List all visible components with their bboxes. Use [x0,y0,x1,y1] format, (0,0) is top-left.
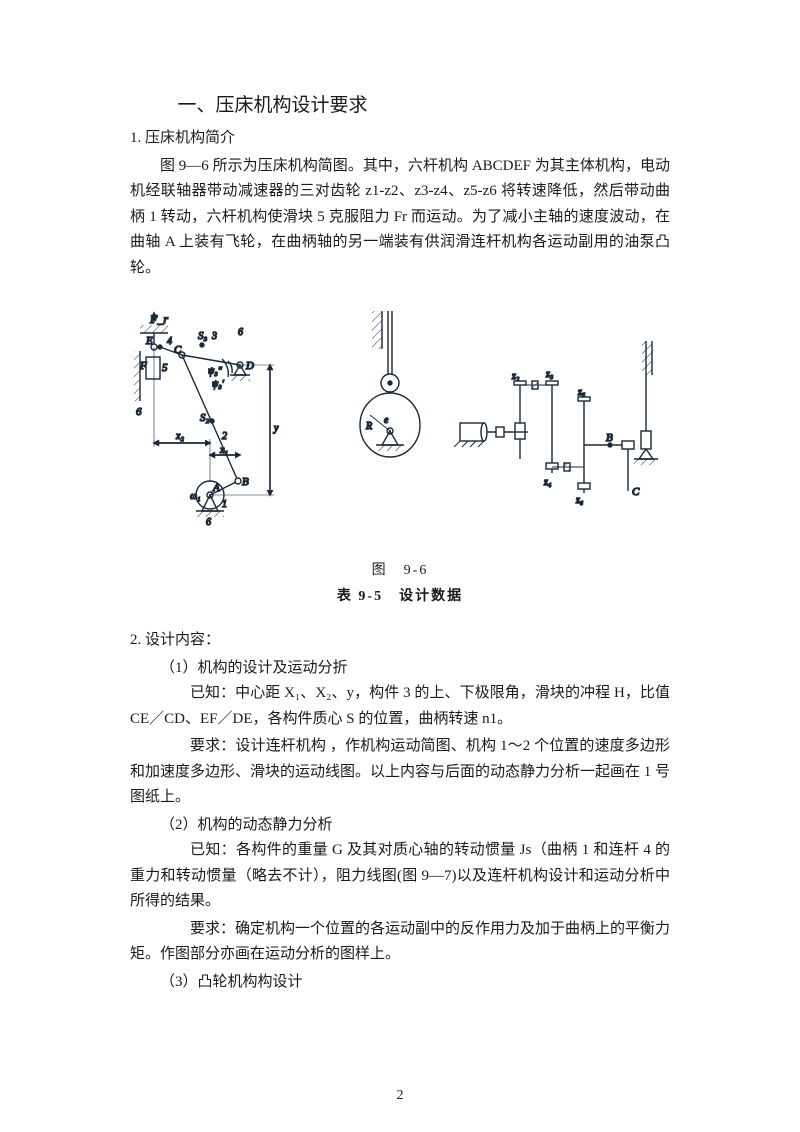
svg-text:x₁: x₁ [219,445,228,456]
svg-text:z₆: z₆ [575,495,584,506]
paragraph-intro: 图 9—6 所示为压床机构简图。其中，六杆机构 ABCDEF 为其主体机构，电动… [130,154,670,282]
svg-text:S₃: S₃ [198,330,208,342]
svg-text:6: 6 [136,406,142,418]
subheading-1: 1. 压床机构简介 [130,126,670,152]
svg-text:F_r: F_r [149,312,168,326]
svg-text:y: y [273,423,279,434]
svg-text:1: 1 [222,499,227,510]
item-2-title: （2）机构的动态静力分析 [130,813,670,839]
svg-text:e: e [384,415,389,426]
svg-text:x₂: x₂ [175,431,184,442]
svg-text:C: C [632,486,640,498]
item-2-known: 已知：各构件的重量 G 及其对质心轴的转动惯量 Js（曲柄 1 和连杆 4 的重… [130,838,670,915]
page-title: 一、压床机构设计要求 [130,90,670,122]
subheading-2: 2. 设计内容： [130,628,670,654]
item-1-known: 已知：中心距 X₁、X₂、y，构件 3 的上、下极限角，滑块的冲程 H，比值 C… [130,681,670,732]
svg-text:3: 3 [211,331,217,342]
svg-text:6: 6 [206,517,211,528]
svg-text:2: 2 [222,431,227,442]
page-number: 2 [0,1084,800,1108]
figure-caption: 图 9-6 [130,559,670,583]
svg-text:B: B [606,432,613,444]
item-3-title: （3）凸轮机构构设计 [130,970,670,996]
svg-text:5: 5 [162,362,168,374]
svg-text:z₃: z₃ [545,369,554,380]
svg-text:F: F [139,360,147,372]
svg-text:B: B [242,476,249,488]
svg-text:z₄: z₄ [543,477,552,488]
svg-text:S₂: S₂ [200,412,210,424]
svg-text:D: D [245,360,254,372]
mechanism-diagram: 6 F 5 F_r E C S₃ 3 4 D [130,311,670,541]
item-1-req: 要求：设计连杆机构 ，作机构运动简图、机构 1～2 个位置的速度多边形和加速度多… [130,734,670,811]
figure-9-6: 6 F 5 F_r E C S₃ 3 4 D [130,311,670,608]
item-1-title: （1）机构的设计及运动分折 [130,656,670,682]
svg-text:4: 4 [167,336,172,347]
svg-text:ψ₃″: ψ₃″ [208,366,223,377]
table-caption: 表 9-5 设计数据 [130,585,670,609]
svg-text:R: R [365,421,372,432]
svg-text:6: 6 [238,327,243,338]
item-2-req: 要求：确定机构一个位置的各运动副中的反作用力及加于曲柄上的平衡力矩。作图部分亦画… [130,917,670,968]
svg-text:ω₁: ω₁ [190,491,201,502]
svg-text:E: E [145,335,153,347]
svg-text:ψ₃′: ψ₃′ [212,379,225,390]
